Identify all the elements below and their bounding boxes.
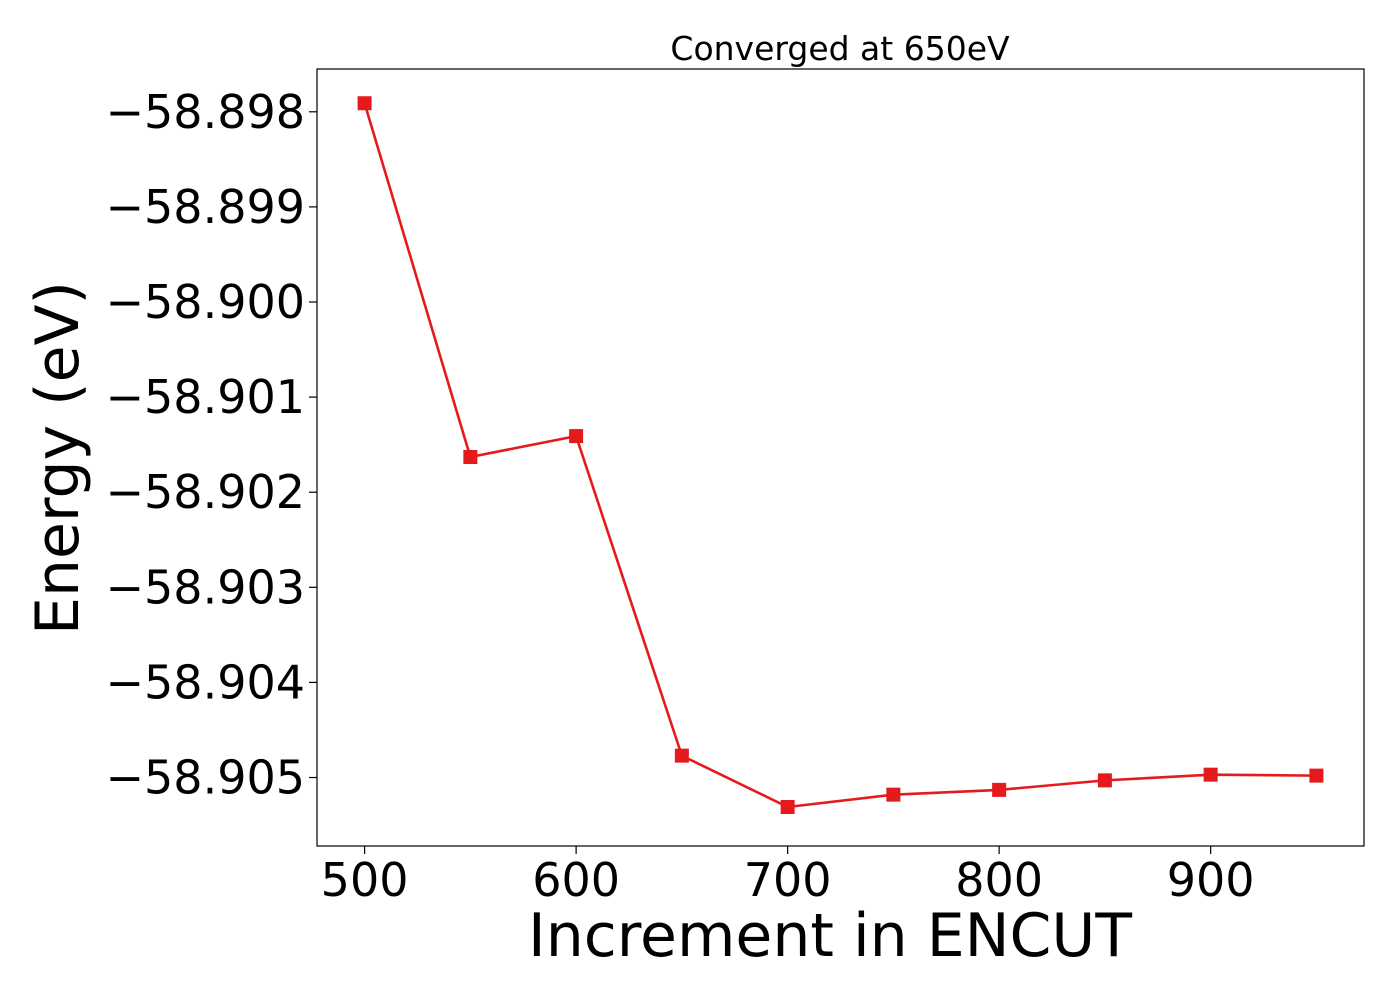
y-tick-label: −58.903 bbox=[106, 560, 306, 614]
series-line bbox=[363, 102, 1317, 809]
y-tick-label: −58.900 bbox=[106, 275, 306, 329]
y-tick-label: −58.898 bbox=[106, 85, 306, 139]
y-tick-label: −58.904 bbox=[106, 655, 306, 709]
series-layer bbox=[357, 96, 1324, 815]
data-point-marker bbox=[674, 748, 689, 763]
data-point-marker bbox=[1203, 767, 1218, 782]
y-tick-label: −58.899 bbox=[106, 180, 306, 234]
data-point-marker bbox=[1097, 773, 1112, 788]
y-tick-label: −58.902 bbox=[106, 465, 306, 519]
x-tick-label: 700 bbox=[744, 853, 832, 907]
y-tick-label: −58.905 bbox=[106, 751, 306, 805]
x-axis: 500 600 700 800 900 bbox=[321, 846, 1255, 907]
plot-area-frame bbox=[316, 68, 1365, 847]
x-axis-title: Increment in ENCUT bbox=[528, 901, 1132, 971]
x-tick-label: 600 bbox=[532, 853, 620, 907]
x-tick-label: 900 bbox=[1167, 853, 1255, 907]
data-point-marker bbox=[780, 800, 795, 815]
y-axis: −58.898 −58.899 −58.900 −58.901 −58.902 −58.9… bbox=[106, 85, 317, 805]
data-point-marker bbox=[463, 450, 478, 465]
data-point-marker bbox=[569, 429, 584, 444]
data-point-marker bbox=[886, 787, 901, 802]
data-point-marker bbox=[992, 782, 1007, 797]
chart-title: Converged at 650eV bbox=[670, 29, 1010, 68]
data-point-marker bbox=[1309, 768, 1324, 783]
x-tick-label: 800 bbox=[955, 853, 1043, 907]
y-tick-label: −58.901 bbox=[106, 370, 306, 424]
data-point-marker bbox=[357, 96, 372, 111]
x-tick-label: 500 bbox=[321, 853, 409, 907]
y-axis-title: Energy (eV) bbox=[23, 281, 93, 635]
